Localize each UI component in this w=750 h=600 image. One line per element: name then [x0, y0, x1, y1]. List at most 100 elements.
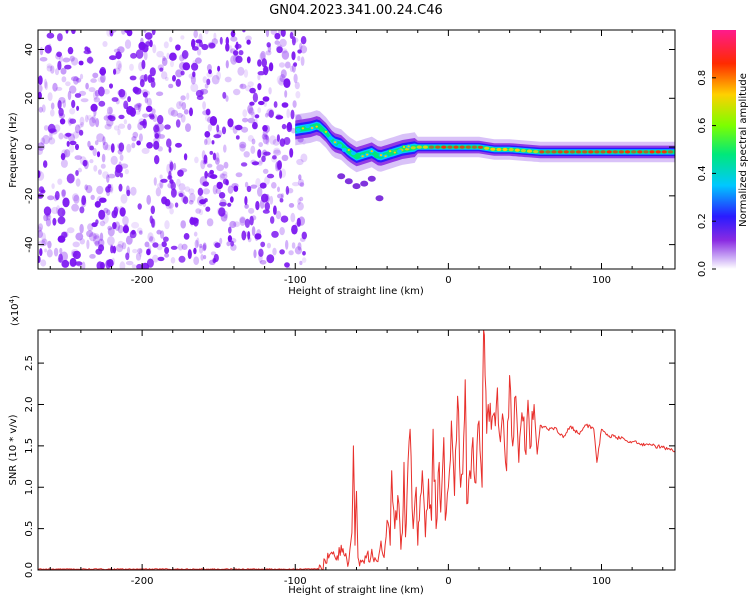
noise-blob — [150, 205, 155, 215]
noise-blob — [125, 185, 130, 195]
noise-blob — [148, 245, 152, 251]
noise-blob — [52, 82, 58, 92]
noise-blob — [262, 134, 270, 145]
noise-blob — [144, 241, 150, 248]
noise-blob — [134, 103, 142, 109]
ridge-clump — [397, 149, 402, 154]
ridge-core — [447, 145, 453, 149]
noise-blob — [102, 171, 109, 179]
x-tick-label: 0 — [445, 576, 451, 587]
noise-blob — [151, 30, 156, 36]
ridge-core — [643, 150, 649, 154]
noise-blob — [230, 55, 238, 65]
y-tick-label: 0.5 — [24, 521, 35, 537]
noise-blob — [276, 75, 284, 85]
noise-blob — [118, 183, 123, 192]
noise-blob — [51, 206, 59, 215]
noise-blob — [254, 233, 262, 240]
noise-blob — [262, 209, 270, 214]
noise-blob — [195, 57, 202, 64]
ridge-clump-core — [379, 154, 383, 157]
noise-blob — [247, 117, 255, 124]
noise-blob — [265, 50, 272, 56]
noise-blob — [62, 197, 70, 208]
noise-blob — [123, 119, 128, 125]
noise-blob — [51, 183, 55, 190]
noise-blob — [188, 188, 195, 195]
noise-blob — [212, 152, 217, 161]
noise-blob — [170, 60, 174, 68]
noise-blob — [69, 55, 76, 62]
ridge-core — [422, 145, 428, 149]
noise-blob — [139, 79, 145, 88]
noise-blob — [279, 227, 285, 236]
noise-blob — [202, 188, 210, 195]
noise-blob — [138, 118, 145, 125]
noise-blob — [186, 92, 190, 101]
noise-blob — [159, 67, 164, 72]
noise-blob — [221, 126, 227, 135]
noise-blob — [293, 73, 298, 84]
noise-blob — [164, 124, 171, 130]
noise-blob — [139, 248, 143, 257]
noise-blob — [173, 162, 177, 171]
y-tick-label: 2.0 — [24, 397, 35, 413]
ridge-core — [661, 150, 667, 154]
noise-blob — [261, 133, 268, 140]
noise-blob — [269, 195, 274, 205]
noise-blob — [154, 123, 159, 129]
noise-blob — [145, 105, 153, 113]
noise-blob — [249, 101, 255, 106]
noise-blob — [253, 249, 257, 259]
noise-blob — [242, 117, 249, 123]
noise-blob — [73, 76, 79, 85]
noise-blob — [183, 109, 189, 115]
ridge-core — [624, 150, 631, 154]
ridge-core — [582, 150, 588, 154]
noise-blob — [175, 78, 181, 87]
noise-blob — [257, 149, 262, 159]
noise-blob — [149, 114, 155, 120]
noise-blob — [235, 55, 243, 64]
noise-blob — [205, 136, 212, 145]
noise-blob — [133, 87, 142, 95]
noise-blob — [272, 155, 277, 160]
noise-blob — [220, 173, 228, 179]
noise-blob — [195, 208, 202, 214]
noise-blob — [265, 30, 270, 38]
noise-blob — [122, 225, 129, 234]
ridge-core — [600, 150, 606, 154]
x-tick-label: -200 — [131, 576, 154, 587]
noise-blob — [88, 232, 97, 242]
noise-blob — [234, 124, 243, 131]
noise-blob — [75, 143, 79, 151]
noise-blob — [292, 100, 297, 108]
noise-blob — [183, 153, 188, 161]
noise-blob — [286, 122, 293, 133]
noise-blob — [217, 65, 221, 72]
ridge-core — [465, 145, 471, 149]
noise-blob — [99, 197, 107, 203]
noise-blob — [86, 47, 91, 53]
ridge-clump-core — [389, 150, 392, 153]
noise-blob — [96, 185, 104, 195]
noise-blob — [61, 189, 66, 198]
noise-blob — [216, 124, 220, 133]
noise-blob — [182, 62, 191, 71]
noise-blob — [106, 174, 110, 183]
noise-blob — [297, 178, 304, 187]
noise-blob — [280, 69, 287, 79]
noise-blob — [262, 129, 268, 137]
noise-blob — [299, 182, 305, 188]
noise-blob — [124, 168, 129, 175]
noise-blob — [196, 42, 202, 48]
noise-blob — [181, 243, 188, 250]
ridge-lobe — [375, 195, 384, 202]
noise-blob — [225, 60, 229, 69]
noise-blob — [170, 188, 177, 198]
noise-blob — [41, 232, 46, 243]
noise-blob — [246, 39, 251, 45]
noise-blob — [104, 144, 112, 151]
noise-blob — [207, 163, 213, 168]
noise-blob — [271, 230, 279, 238]
